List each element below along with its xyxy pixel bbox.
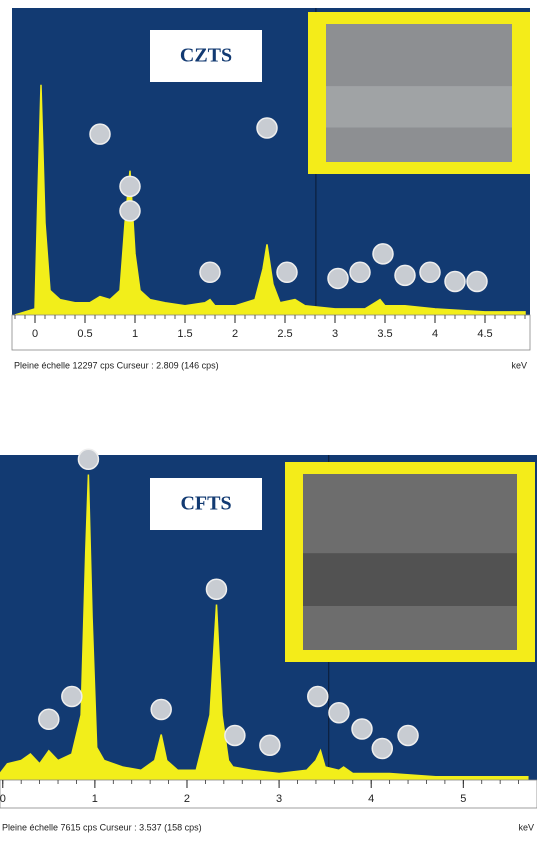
peak-badge xyxy=(444,270,466,293)
x-tick-label: 0 xyxy=(32,328,38,340)
x-tick-label: 3.5 xyxy=(377,328,392,340)
x-axis-label: keV xyxy=(511,360,527,370)
peak-badge xyxy=(119,200,141,222)
title-box xyxy=(150,30,262,82)
peak-badge xyxy=(466,270,488,293)
axis-strip xyxy=(0,779,537,809)
title-box xyxy=(150,478,262,530)
chart-title: CZTS xyxy=(180,45,232,67)
peak-badge xyxy=(307,685,329,708)
x-tick-label: 2 xyxy=(232,328,238,340)
peak-badge xyxy=(199,261,221,284)
peak-badge xyxy=(327,267,349,290)
peak-badge xyxy=(349,261,371,284)
chart-title: CFTS xyxy=(180,493,231,515)
peak-badge xyxy=(205,578,228,600)
x-tick-label: 0.5 xyxy=(77,328,92,340)
peak-badge xyxy=(351,718,373,740)
x-tick-label: 2.5 xyxy=(277,328,292,340)
peak-badge xyxy=(61,685,83,708)
peak-badge xyxy=(328,702,350,724)
axis-strip xyxy=(11,314,531,351)
x-axis-label: keV xyxy=(518,822,534,832)
caption: Pleine échelle 7615 cps Curseur : 3.537 … xyxy=(2,822,202,832)
peak-badge xyxy=(397,724,419,747)
spectrum-area xyxy=(14,84,526,316)
x-tick-label: 2 xyxy=(184,793,190,805)
x-tick-label: 5 xyxy=(460,793,466,805)
peak-badge xyxy=(224,724,246,747)
peak-badge xyxy=(119,175,141,198)
x-tick-label: 4 xyxy=(432,328,438,340)
peak-badge xyxy=(276,261,298,284)
peak-badge xyxy=(259,734,281,756)
peak-badge xyxy=(38,708,60,730)
peak-badge xyxy=(150,698,172,721)
peak-badge xyxy=(89,123,111,145)
peak-badge xyxy=(394,264,416,287)
peak-badge xyxy=(419,261,441,284)
peak-badge xyxy=(372,243,394,265)
x-tick-label: 4 xyxy=(368,793,374,805)
x-tick-label: 3 xyxy=(276,793,282,805)
spectrum-area xyxy=(0,474,529,781)
peak-badge xyxy=(77,448,100,470)
x-tick-label: 3 xyxy=(332,328,338,340)
x-tick-label: 1 xyxy=(132,328,138,340)
inset-shade xyxy=(326,86,512,128)
x-tick-label: 4.5 xyxy=(477,328,492,340)
peak-badge xyxy=(256,117,278,139)
x-tick-label: 0 xyxy=(0,793,6,805)
caption: Pleine échelle 12297 cps Curseur : 2.809… xyxy=(14,360,219,370)
peak-badge xyxy=(371,737,394,760)
x-tick-label: 1 xyxy=(92,793,98,805)
inset-shade xyxy=(303,553,517,606)
x-tick-label: 1.5 xyxy=(177,328,192,340)
